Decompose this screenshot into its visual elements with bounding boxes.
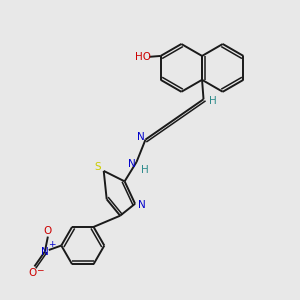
- Text: −: −: [36, 265, 44, 274]
- Text: N: N: [128, 159, 135, 169]
- Text: H: H: [208, 96, 216, 106]
- Text: N: N: [41, 247, 49, 256]
- Text: O: O: [44, 226, 52, 236]
- Text: HO: HO: [135, 52, 151, 62]
- Text: N: N: [138, 200, 146, 210]
- Text: +: +: [48, 241, 55, 250]
- Text: N: N: [136, 132, 144, 142]
- Text: O: O: [29, 268, 37, 278]
- Text: H: H: [141, 165, 149, 175]
- Text: S: S: [94, 162, 101, 172]
